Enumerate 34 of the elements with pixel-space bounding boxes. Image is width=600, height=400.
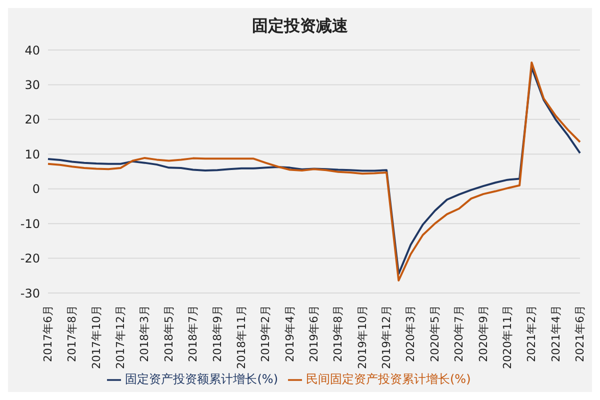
y-tick-label: -30 [20,286,40,300]
x-tick-label: 2018年7月 [186,305,200,362]
x-tick-label: 2019年10月 [356,305,369,369]
x-tick-label: 2017年6月 [42,305,54,362]
x-tick-label: 2018年5月 [162,305,176,362]
chart-title: 固定投资减速 [251,15,349,37]
x-tick-label: 2020年3月 [404,305,418,362]
x-tick-label: 2021年6月 [574,305,586,362]
x-tick-label: 2020年11月 [500,305,514,369]
x-tick-label: 2019年2月 [259,305,272,362]
x-tick-label: 2017年10月 [90,305,103,369]
x-tick-label: 2019年12月 [380,305,394,369]
x-tick-label: 2020年9月 [476,305,490,362]
legend-label: 民间固定资产投资累计增长(%) [306,372,471,386]
x-tick-label: 2017年12月 [114,305,128,369]
legend-label: 固定资产投资额累计增长(%) [125,372,278,386]
x-tick-label: 2021年4月 [549,305,562,362]
x-tick-label: 2018年9月 [210,305,224,362]
y-tick-label: 30 [24,78,40,92]
x-tick-label: 2017年8月 [66,305,79,362]
x-tick-label: 2019年8月 [332,305,345,362]
y-tick-label: 0 [32,182,40,196]
x-tick-label: 2018年3月 [138,305,152,362]
x-tick-label: 2020年5月 [428,305,442,362]
y-tick-label: 20 [24,112,40,127]
x-tick-label: 2019年4月 [283,305,296,362]
y-tick-label: 10 [24,147,40,162]
x-tick-label: 2019年6月 [308,305,320,362]
x-tick-label: 2018年11月 [234,305,248,369]
x-tick-label: 2021年2月 [525,305,538,362]
y-tick-label: -20 [20,252,40,266]
y-tick-label: -10 [20,216,40,231]
x-tick-label: 2020年7月 [452,305,466,362]
y-tick-label: 40 [24,43,40,58]
